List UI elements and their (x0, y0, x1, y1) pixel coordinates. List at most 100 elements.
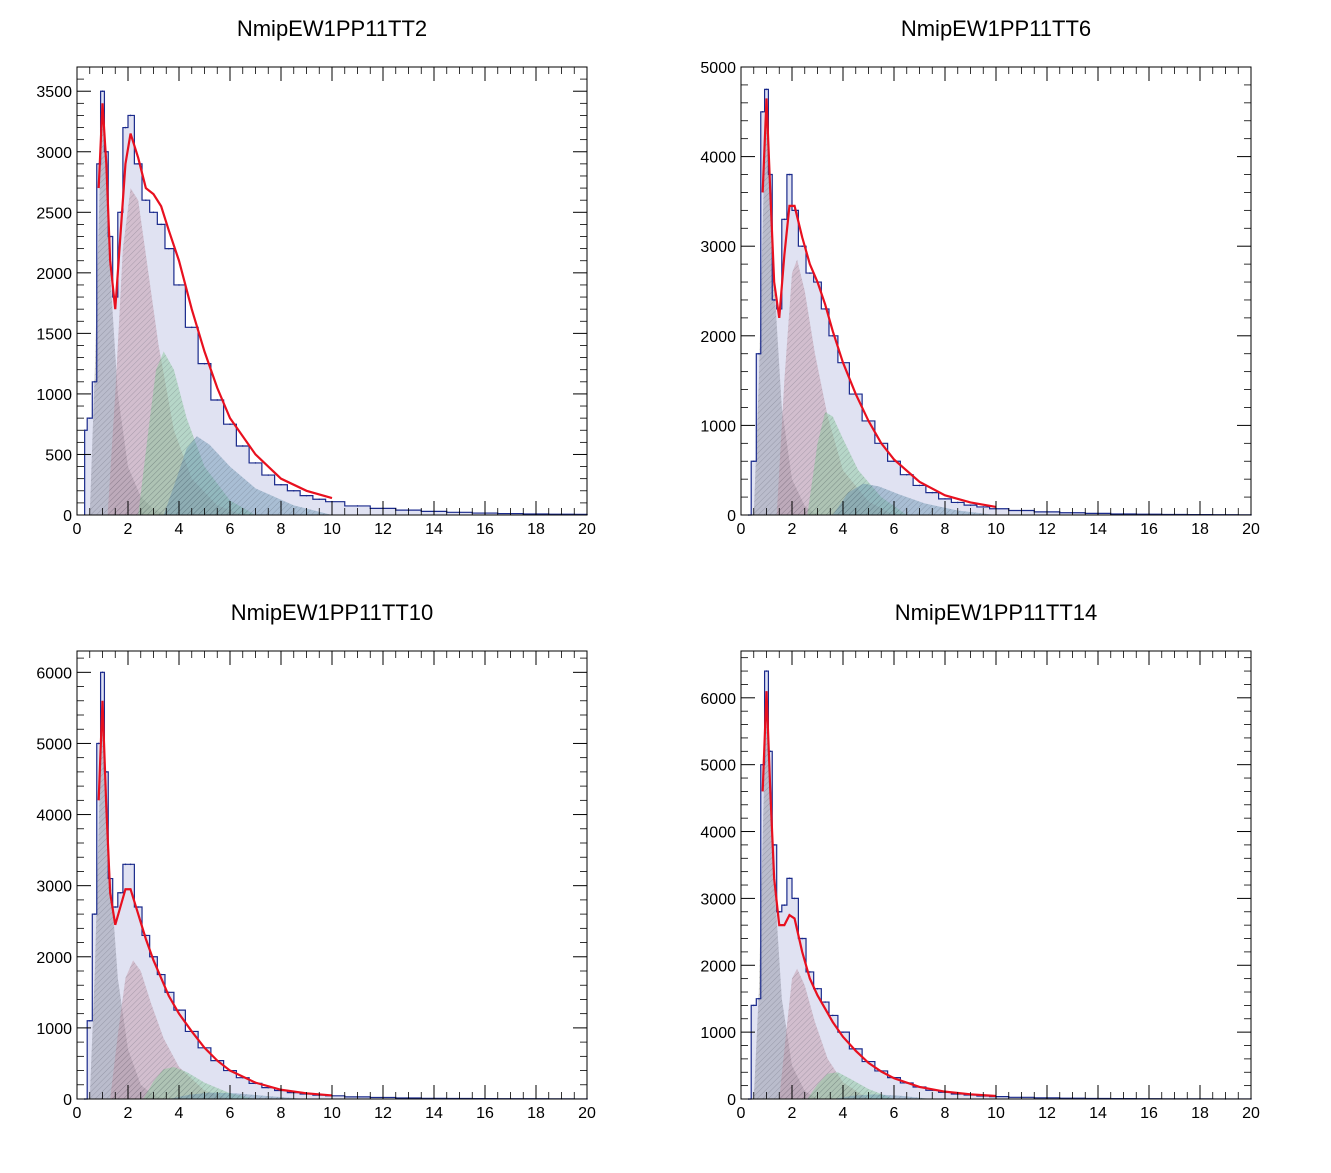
histogram-bin (88, 417, 91, 419)
histogram-bin (88, 1019, 91, 1022)
histogram-bin (137, 906, 139, 908)
histogram-bin (793, 897, 796, 900)
fit-component-hatch-1 (89, 722, 167, 1099)
fit-curve (97, 103, 333, 500)
x-tick-label: 16 (476, 521, 494, 538)
histogram-bin (241, 445, 244, 447)
histogram-bin (944, 498, 946, 500)
histogram-bin (145, 199, 147, 201)
histogram-bin (765, 670, 768, 672)
x-tick-label: 12 (374, 1105, 392, 1122)
y-tick-label: 4000 (36, 808, 72, 825)
x-tick-label: 18 (1191, 521, 1209, 538)
histogram-bin (809, 272, 811, 274)
x-tick-label: 16 (476, 1105, 494, 1122)
histogram-bin (94, 381, 96, 383)
x-tick-label: 16 (1140, 521, 1158, 538)
fit-component-hatch-4 (168, 1092, 307, 1099)
histogram-bin (168, 247, 170, 250)
x-tick-label: 18 (1191, 1105, 1209, 1122)
x-tick-label: 10 (987, 521, 1005, 538)
histogram-bin (773, 299, 775, 301)
x-tick-label: 14 (425, 521, 443, 538)
y-tick-label: 4000 (700, 150, 736, 167)
histogram-bin (160, 223, 162, 226)
histogram-bin (769, 750, 772, 753)
histogram-bin (982, 506, 985, 508)
histogram-bin (129, 114, 132, 117)
y-tick-label: 5000 (700, 758, 736, 775)
y-tick-label: 2000 (36, 266, 72, 283)
histogram-bin (783, 904, 786, 906)
y-tick-label: 1000 (700, 1025, 736, 1042)
histogram-bin (83, 429, 86, 432)
x-tick-label: 2 (124, 1105, 133, 1122)
histogram-bin (842, 1031, 844, 1033)
histogram-fill (748, 671, 1251, 1099)
histogram-bin (178, 284, 180, 286)
x-tick-label: 4 (175, 1105, 184, 1122)
histogram-bin (356, 505, 359, 507)
fit-curve (97, 700, 333, 1097)
histogram-bin (801, 937, 803, 940)
histogram-bin (280, 483, 282, 486)
histogram-bin (905, 473, 908, 476)
y-tick-label: 1500 (36, 326, 72, 343)
panel-title: NmipEW1PP11TT10 (231, 600, 434, 625)
x-tick-label: 20 (1242, 1105, 1260, 1122)
fit-component-hatch-2 (110, 960, 230, 1099)
histogram-bin (752, 460, 755, 463)
x-tick-label: 20 (1242, 521, 1260, 538)
histogram-fill (84, 672, 588, 1099)
y-tick-label: 0 (727, 1092, 736, 1109)
x-tick-label: 6 (890, 521, 899, 538)
x-tick-label: 0 (73, 521, 82, 538)
fit-component-hatch-4 (163, 436, 332, 515)
y-tick-label: 1000 (700, 418, 736, 435)
histogram-line (84, 671, 587, 1100)
y-tick-label: 5000 (700, 60, 736, 77)
y-tick-label: 5000 (36, 736, 72, 753)
histogram-panel-2: NmipEW1PP11TT6 0 2 4 6 8 10 12 14 16 18 20 0 1000 2000… (700, 16, 1260, 538)
histogram-bin (956, 501, 959, 504)
y-tick-label: 3000 (700, 239, 736, 256)
fit-component-hatch-4 (832, 483, 996, 515)
x-tick-label: 12 (1038, 521, 1056, 538)
fit-curve (761, 98, 997, 509)
y-tick-label: 2500 (36, 205, 72, 222)
histogram-bin (124, 126, 127, 129)
fit-curve (761, 691, 997, 1098)
histogram-bin (94, 913, 96, 915)
x-tick-label: 14 (1089, 1105, 1107, 1122)
fit-component-hatch-3 (807, 1072, 894, 1099)
x-tick-label: 4 (839, 1105, 848, 1122)
x-tick-label: 12 (374, 521, 392, 538)
fit-component-hatch-3 (138, 351, 256, 515)
histogram-bin (101, 90, 104, 93)
histogram-panel-1: NmipEW1PP11TT2 0 2 4 6 8 10 12 14 16 18 20 0 500 1000 1… (36, 16, 596, 538)
histogram-bin (931, 491, 934, 494)
histogram-bin (101, 671, 104, 674)
y-tick-label: 3000 (700, 891, 736, 908)
histogram-bin (305, 494, 308, 497)
x-tick-label: 14 (425, 1105, 443, 1122)
histogram-panel-4: NmipEW1PP11TT14 0 2 4 6 8 10 12 14 16 18 20 0 1000 200… (700, 600, 1260, 1122)
x-tick-label: 6 (226, 1105, 235, 1122)
y-tick-label: 4000 (700, 825, 736, 842)
x-tick-label: 10 (323, 1105, 341, 1122)
fit-component-hatch-2 (776, 259, 894, 515)
x-tick-label: 16 (1140, 1105, 1158, 1122)
histogram-bin (801, 245, 803, 247)
histogram-bin (229, 423, 231, 425)
x-tick-label: 6 (226, 521, 235, 538)
y-tick-label: 0 (63, 1092, 72, 1109)
histogram-bin (809, 971, 811, 973)
panel-title: NmipEW1PP11TT14 (895, 600, 1098, 625)
histogram-bin (254, 462, 257, 464)
y-tick-label: 6000 (36, 665, 72, 682)
y-tick-label: 1000 (36, 387, 72, 404)
histogram-bin (832, 1014, 834, 1017)
histogram-bin (119, 891, 122, 894)
x-tick-label: 8 (277, 1105, 286, 1122)
